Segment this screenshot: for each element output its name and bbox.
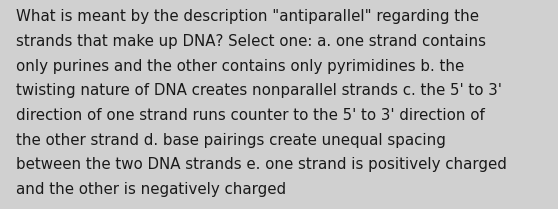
Text: twisting nature of DNA creates nonparallel strands c. the 5' to 3': twisting nature of DNA creates nonparall… bbox=[16, 83, 502, 98]
Text: the other strand d. base pairings create unequal spacing: the other strand d. base pairings create… bbox=[16, 133, 445, 148]
Text: and the other is negatively charged: and the other is negatively charged bbox=[16, 182, 286, 197]
Text: What is meant by the description "antiparallel" regarding the: What is meant by the description "antipa… bbox=[16, 9, 479, 24]
Text: only purines and the other contains only pyrimidines b. the: only purines and the other contains only… bbox=[16, 59, 464, 74]
Text: between the two DNA strands e. one strand is positively charged: between the two DNA strands e. one stran… bbox=[16, 157, 507, 172]
Text: strands that make up DNA? Select one: a. one strand contains: strands that make up DNA? Select one: a.… bbox=[16, 34, 485, 49]
Text: direction of one strand runs counter to the 5' to 3' direction of: direction of one strand runs counter to … bbox=[16, 108, 484, 123]
